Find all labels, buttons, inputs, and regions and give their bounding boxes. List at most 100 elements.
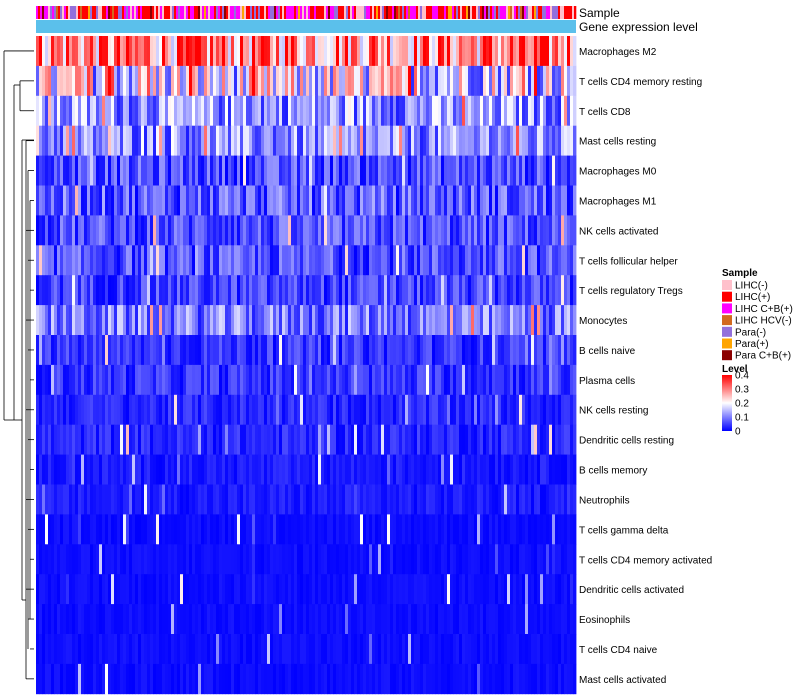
heatmap-cell xyxy=(186,663,190,695)
heatmap-cell xyxy=(297,65,301,97)
heatmap-cell xyxy=(243,544,247,575)
heatmap-cell xyxy=(318,215,322,246)
heatmap-cell xyxy=(114,215,118,246)
heatmap-cell xyxy=(429,514,433,545)
heatmap-cell xyxy=(126,65,130,97)
heatmap-cell xyxy=(213,245,217,276)
heatmap-cell xyxy=(258,95,262,127)
heatmap-cell xyxy=(198,663,202,695)
heatmap-cell xyxy=(204,454,208,485)
heatmap-cell xyxy=(72,305,76,336)
heatmap-cell xyxy=(420,215,424,246)
heatmap-cell xyxy=(492,185,496,216)
sample-cell xyxy=(496,6,499,19)
heatmap-cell xyxy=(513,36,517,67)
heatmap-cell xyxy=(87,604,91,635)
heatmap-cell xyxy=(261,185,265,216)
sample-cell xyxy=(208,6,211,19)
heatmap-cell xyxy=(537,125,541,156)
heatmap-row xyxy=(36,65,577,97)
heatmap-cell xyxy=(99,484,103,515)
heatmap-cell xyxy=(309,484,313,515)
heatmap-cell xyxy=(246,663,250,695)
heatmap-cell xyxy=(153,65,157,97)
heatmap-cell xyxy=(147,155,151,186)
heatmap-cell xyxy=(411,484,415,515)
heatmap-cell xyxy=(219,394,223,426)
heatmap-cell xyxy=(186,364,190,396)
heatmap-cell xyxy=(372,125,376,156)
heatmap-cell xyxy=(39,125,43,156)
sample-cell xyxy=(502,6,505,19)
heatmap-cell xyxy=(96,514,100,545)
heatmap-cell xyxy=(519,574,523,605)
heatmap-cell xyxy=(237,125,241,156)
heatmap-cell xyxy=(285,574,289,605)
heatmap-cell xyxy=(498,634,502,665)
heatmap-cell xyxy=(408,275,412,306)
heatmap-cell xyxy=(375,275,379,306)
heatmap-cell xyxy=(264,394,268,426)
heatmap-cell xyxy=(144,364,148,396)
heatmap-cell xyxy=(303,125,307,156)
heatmap-cell xyxy=(558,364,562,396)
heatmap-cell xyxy=(414,514,418,545)
heatmap-cell xyxy=(384,185,388,216)
heatmap-cell xyxy=(384,544,388,575)
heatmap-cell xyxy=(360,544,364,575)
heatmap-cell xyxy=(90,215,94,246)
heatmap-cell xyxy=(327,65,331,97)
heatmap-cell xyxy=(372,95,376,127)
sample-cell xyxy=(74,6,77,19)
heatmap-cell xyxy=(189,454,193,485)
heatmap-cell xyxy=(150,424,154,455)
heatmap-cell xyxy=(264,544,268,575)
heatmap-cell xyxy=(90,65,94,97)
heatmap-cell xyxy=(111,364,115,396)
heatmap-cell xyxy=(342,424,346,455)
heatmap-cell xyxy=(387,335,391,366)
heatmap-cell xyxy=(162,663,166,695)
heatmap-cell xyxy=(426,544,430,575)
heatmap-cell xyxy=(456,125,460,156)
heatmap-cell xyxy=(543,215,547,246)
sample-cell xyxy=(230,6,233,19)
heatmap-cell xyxy=(408,185,412,216)
heatmap-cell xyxy=(546,663,550,695)
heatmap-cell xyxy=(441,364,445,396)
heatmap-cell xyxy=(321,65,325,97)
sample-cell xyxy=(166,6,169,19)
heatmap-cell xyxy=(174,544,178,575)
heatmap-cell xyxy=(186,275,190,306)
heatmap-cell xyxy=(123,215,127,246)
heatmap-cell xyxy=(207,604,211,635)
heatmap-cell xyxy=(261,544,265,575)
heatmap-cell xyxy=(273,245,277,276)
heatmap-cell xyxy=(234,663,238,695)
heatmap-row xyxy=(36,215,577,246)
heatmap-cell xyxy=(324,663,328,695)
heatmap-cell xyxy=(153,424,157,455)
heatmap-cell xyxy=(399,155,403,186)
heatmap-cell xyxy=(108,424,112,455)
heatmap-cell xyxy=(474,484,478,515)
heatmap-cell xyxy=(93,484,97,515)
heatmap-cell xyxy=(186,424,190,455)
heatmap-cell xyxy=(345,185,349,216)
heatmap-cell xyxy=(120,424,124,455)
heatmap-cell xyxy=(390,604,394,635)
heatmap-cell xyxy=(489,364,493,396)
heatmap-cell xyxy=(486,275,490,306)
heatmap-cell xyxy=(282,95,286,127)
heatmap-cell xyxy=(546,544,550,575)
heatmap-cell xyxy=(78,185,82,216)
heatmap-cell xyxy=(525,275,529,306)
heatmap-cell xyxy=(294,484,298,515)
heatmap-cell xyxy=(549,95,553,127)
sample-cell xyxy=(374,6,377,19)
heatmap-cell xyxy=(480,634,484,665)
heatmap-cell xyxy=(345,454,349,485)
heatmap-cell xyxy=(540,663,544,695)
heatmap-cell xyxy=(348,155,352,186)
heatmap-cell xyxy=(402,95,406,127)
